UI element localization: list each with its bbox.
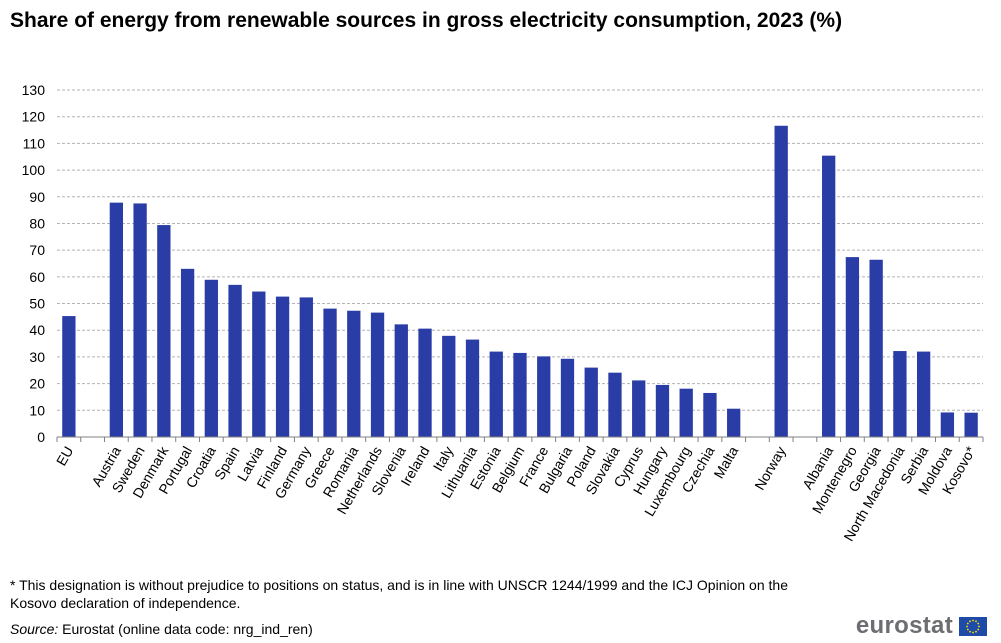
bar-chart: 0 10 20 30 40 50 60 70 80 90 100 110 120 130 EU Austri… xyxy=(22,82,984,544)
y-tick-label: 0 xyxy=(37,429,45,445)
bar xyxy=(537,356,551,437)
bar xyxy=(465,339,480,437)
bar xyxy=(703,392,717,437)
y-tick-label: 30 xyxy=(29,349,45,365)
y-tick-label: 40 xyxy=(29,322,45,338)
y-tick-label: 70 xyxy=(29,242,45,258)
x-tick-label: EU xyxy=(53,444,77,469)
flag-star xyxy=(975,619,977,622)
y-tick-label: 60 xyxy=(29,269,45,285)
bar xyxy=(893,351,907,437)
eurostat-logo: eurostat xyxy=(856,612,987,640)
y-axis-tick-labels: 0 10 20 30 40 50 60 70 80 90 100 110 120 130 xyxy=(22,82,46,445)
logo-text: eurostat xyxy=(855,612,953,639)
bar xyxy=(252,291,266,437)
bar xyxy=(513,352,527,437)
y-tick-label: 130 xyxy=(22,82,46,98)
bar xyxy=(323,308,337,437)
eu-flag-icon xyxy=(959,616,987,636)
bar xyxy=(869,259,883,437)
flag-star xyxy=(966,628,969,630)
bar xyxy=(394,324,408,437)
flag-star xyxy=(966,625,968,627)
bar xyxy=(442,335,456,437)
bar xyxy=(940,412,955,437)
y-tick-label: 110 xyxy=(23,135,46,151)
y-tick-label: 120 xyxy=(22,109,46,125)
bar xyxy=(655,384,670,437)
x-axis-tick-labels: EU AustriaSwedenDenmarkPortugalCroatiaSpa… xyxy=(53,443,979,544)
bar xyxy=(418,328,432,437)
bar xyxy=(204,279,218,437)
bar xyxy=(370,312,385,437)
flag-star xyxy=(975,630,977,633)
bar xyxy=(608,372,622,437)
bar xyxy=(109,202,124,437)
bar xyxy=(845,257,860,437)
chart-title: Share of energy from renewable sources i… xyxy=(10,9,843,32)
flag-star xyxy=(972,619,974,621)
bar xyxy=(774,125,788,437)
y-tick-label: 90 xyxy=(29,189,45,205)
bars xyxy=(62,125,978,437)
bar xyxy=(275,296,290,437)
bar xyxy=(727,408,741,437)
y-tick-label: 20 xyxy=(29,376,45,392)
bar xyxy=(180,268,195,437)
y-tick-label: 50 xyxy=(29,296,45,312)
flag-star xyxy=(969,630,971,633)
x-tick-label: Norway xyxy=(751,444,789,493)
bar xyxy=(916,351,931,437)
bar xyxy=(964,412,978,437)
source-line: Source: Eurostat (online data code: nrg_… xyxy=(10,620,313,638)
bar xyxy=(822,155,836,437)
bar xyxy=(347,310,361,437)
flag-star xyxy=(969,619,971,622)
flag-star xyxy=(966,622,969,624)
bar xyxy=(679,388,693,437)
x-tick-label: Malta xyxy=(710,443,741,481)
flag-star xyxy=(978,625,980,627)
source-label: Source: xyxy=(10,621,59,637)
bar xyxy=(133,203,147,437)
x-axis xyxy=(56,436,984,442)
footnote: * This designation is without prejudice … xyxy=(10,577,788,611)
bar xyxy=(489,351,503,437)
flag-star xyxy=(977,622,980,624)
bar xyxy=(228,284,242,437)
bar xyxy=(560,358,575,437)
bar xyxy=(632,380,646,437)
y-tick-label: 80 xyxy=(29,215,45,231)
bar xyxy=(584,367,598,437)
flag-star xyxy=(977,628,980,630)
flag-star xyxy=(972,631,974,633)
y-tick-label: 10 xyxy=(29,402,45,418)
bar xyxy=(157,225,171,437)
bar xyxy=(62,316,76,437)
bar xyxy=(299,297,313,437)
source-text: Eurostat (online data code: nrg_ind_ren) xyxy=(58,621,313,637)
y-tick-label: 100 xyxy=(22,162,46,178)
